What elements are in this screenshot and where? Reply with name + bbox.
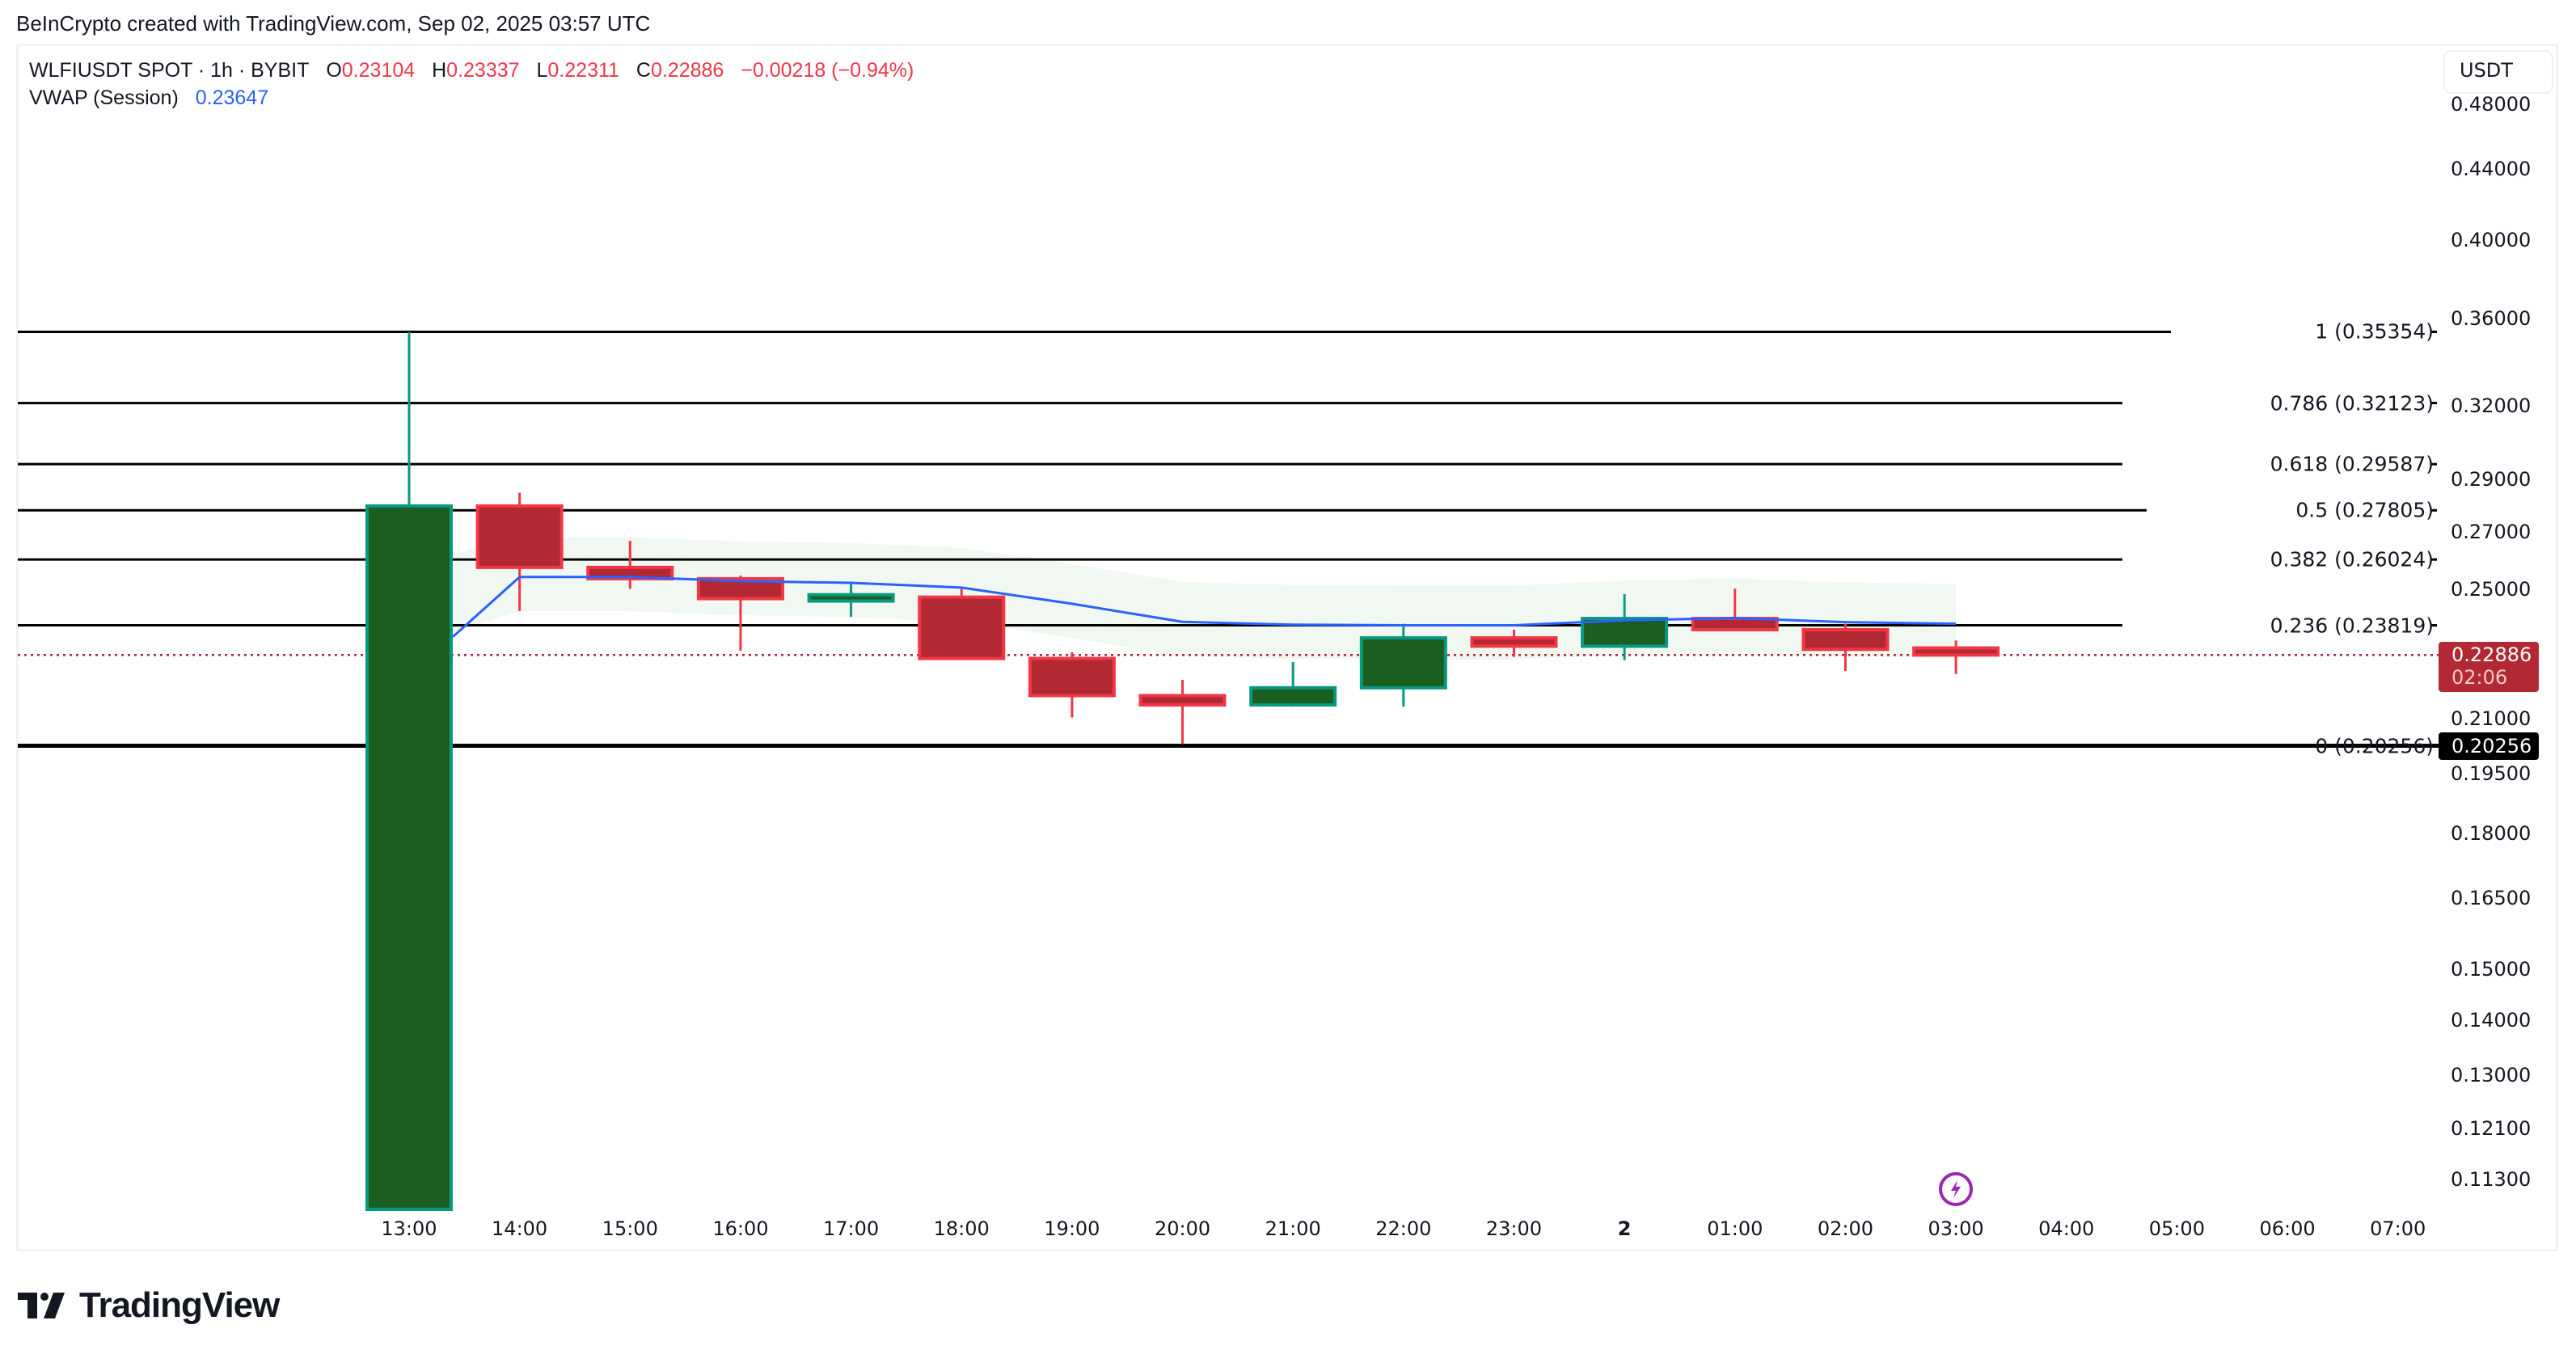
time-tick: 19:00 [1044,1217,1100,1240]
time-tick: 16:00 [712,1217,769,1240]
bar-countdown: 02:06 [2451,666,2508,689]
price-tick: 0.32000 [2451,394,2532,418]
lightning-icon [1951,1180,1961,1198]
fib-label-0.236: 0.236 (0.23819) [2270,614,2434,638]
time-tick: 13:00 [381,1217,437,1240]
fib-label-0.618: 0.618 (0.29587) [2270,452,2434,476]
low-value: 0.22311 [547,59,619,82]
open-label: O [326,59,342,82]
price-tick: 0.12100 [2451,1117,2532,1141]
fib-zero-price-tag: 0.20256 [2439,732,2539,760]
vwap-label: VWAP (Session) [29,86,179,109]
candle-21:00 [1249,662,1337,707]
time-tick: 18:00 [933,1217,990,1240]
price-tick: 0.27000 [2451,521,2532,544]
price-tick: 0.11300 [2451,1168,2532,1192]
price-tick: 0.15000 [2451,957,2532,981]
time-tick: 20:00 [1154,1217,1211,1240]
candle-17:00 [807,584,895,618]
time-tick: 01:00 [1707,1217,1763,1240]
price-tick: 0.48000 [2451,93,2532,116]
time-tick: 14:00 [492,1217,548,1240]
time-tick: 04:00 [2038,1217,2095,1240]
price-tick: 0.21000 [2451,707,2532,731]
open-value: 0.23104 [341,59,416,82]
fib-label-0.5: 0.5 (0.27805) [2295,498,2434,522]
candle-00:00 [1581,593,1669,660]
low-label: L [536,59,548,82]
lightning-event-icon[interactable] [1939,1172,1973,1206]
vwap-line [451,576,1957,639]
last-price-value: 0.22886 [2451,643,2532,666]
vwap-band-area [450,537,1957,660]
price-tick: 0.14000 [2451,1009,2532,1032]
time-tick: 17:00 [822,1217,880,1240]
candle-22:00 [1359,623,1447,707]
candle-13:00 [365,331,453,1211]
price-tick: 0.19500 [2451,762,2532,786]
close-label: C [636,59,651,82]
tradingview-logo[interactable]: TradingView [18,1285,280,1326]
price-tick: 0.18000 [2451,822,2532,846]
time-tick: 2 [1617,1217,1632,1240]
last-price-tag: 0.22886 02:06 [2439,642,2539,692]
price-tick: 0.36000 [2451,306,2532,330]
price-tick: 0.44000 [2451,158,2532,181]
price-tick: 0.13000 [2451,1064,2532,1087]
candle-14:00 [475,492,564,611]
time-tick: 07:00 [2370,1217,2426,1240]
vwap-row[interactable]: VWAP (Session) 0.23647 [29,84,914,112]
time-tick: 03:00 [1928,1217,1984,1240]
fib-label-1: 1 (0.35354) [2315,319,2434,344]
candle-19:00 [1028,652,1116,718]
fib-label-0.786: 0.786 (0.32123) [2270,391,2434,416]
high-value: 0.23337 [446,59,520,82]
symbol-row[interactable]: WLFIUSDT SPOT · 1h · BYBIT O0.23104 H0.2… [29,57,914,84]
time-tick: 02:00 [1817,1217,1874,1240]
candle-23:00 [1470,629,1558,657]
candle-03:00 [1912,640,2000,674]
change-value: −0.00218 (−0.94%) [741,59,914,82]
time-tick: 22:00 [1375,1217,1432,1240]
attribution: BeInCrypto created with TradingView.com,… [16,11,651,36]
price-tick: 0.40000 [2451,228,2532,251]
candle-02:00 [1801,623,1890,672]
vwap-value: 0.23647 [195,86,269,109]
price-tick: 0.16500 [2451,887,2532,910]
time-tick: 05:00 [2148,1217,2205,1240]
fib-label-0.382: 0.382 (0.26024) [2270,547,2434,572]
tradingview-logo-icon [18,1293,65,1318]
vwap-band [450,537,1957,660]
price-tick: 0.29000 [2451,467,2532,491]
tradingview-logo-text: TradingView [79,1285,280,1325]
close-value: 0.22886 [650,59,724,82]
fib-label-0: 0 (0.20256) [2315,734,2434,758]
symbol-title: WLFIUSDT SPOT · 1h · BYBIT [29,59,310,82]
price-tick: 0.25000 [2451,578,2532,601]
candle-20:00 [1138,680,1227,745]
candle-18:00 [918,589,1006,660]
high-label: H [432,59,447,82]
time-tick: 15:00 [602,1217,658,1240]
time-tick: 06:00 [2259,1217,2316,1240]
time-tick: 23:00 [1485,1217,1543,1240]
chart-legend: WLFIUSDT SPOT · 1h · BYBIT O0.23104 H0.2… [29,57,914,112]
currency-selector[interactable]: USDT [2443,50,2553,94]
time-tick: 21:00 [1265,1217,1321,1240]
